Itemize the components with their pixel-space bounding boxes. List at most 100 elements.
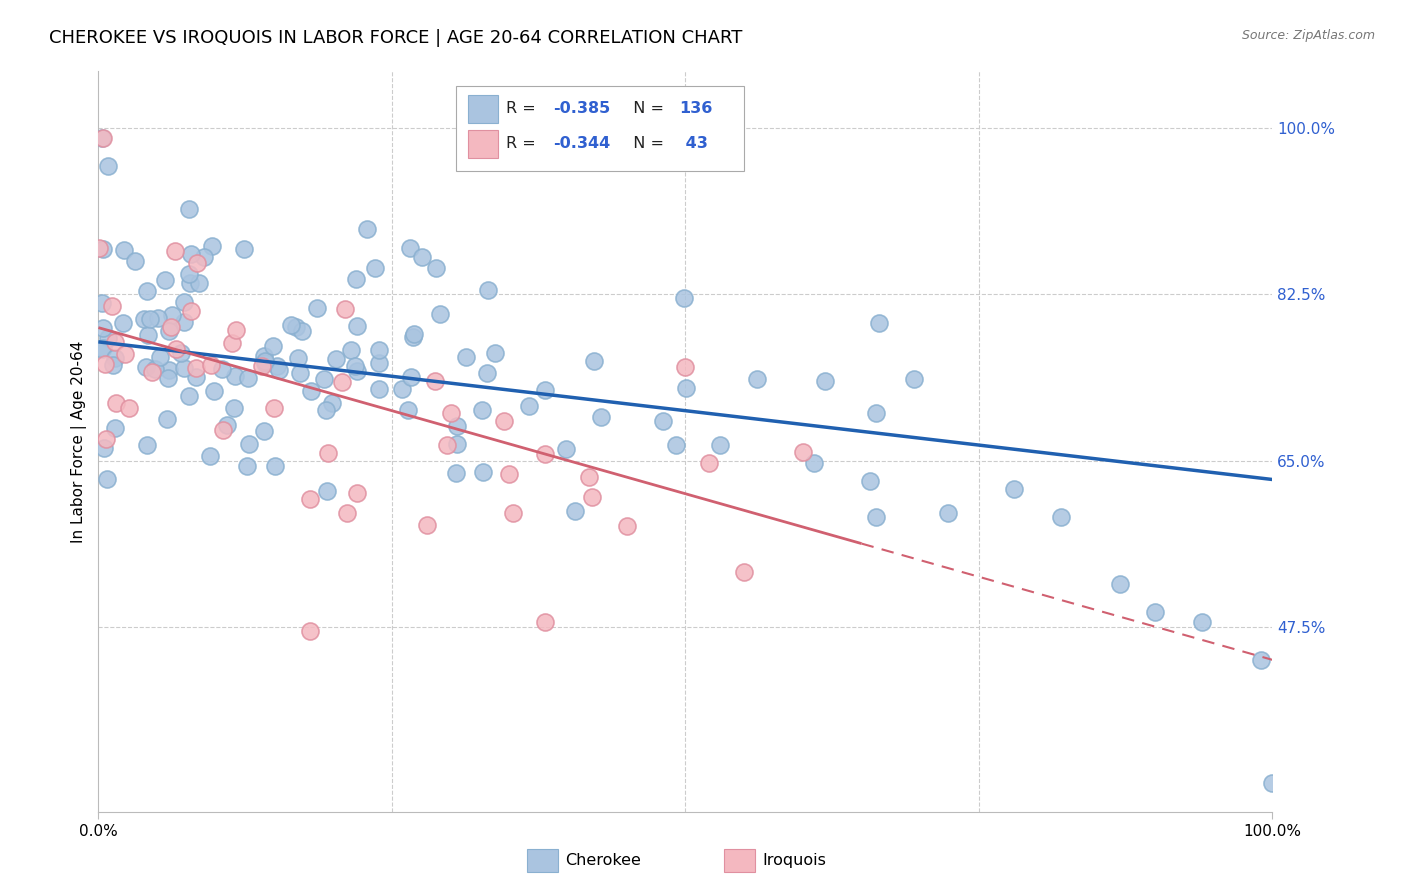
Text: Iroquois: Iroquois bbox=[762, 854, 825, 868]
Point bbox=[399, 242, 422, 256]
Point bbox=[367, 356, 389, 370]
Point bbox=[444, 466, 467, 480]
Text: 136: 136 bbox=[679, 101, 713, 116]
Point bbox=[233, 243, 256, 257]
Point bbox=[709, 438, 731, 452]
Point bbox=[93, 441, 115, 455]
Point bbox=[91, 341, 114, 355]
Point bbox=[103, 420, 125, 434]
Point bbox=[439, 406, 461, 420]
Point bbox=[136, 438, 159, 452]
Point bbox=[132, 311, 155, 326]
Point bbox=[1144, 606, 1167, 620]
Point bbox=[180, 304, 202, 318]
Point bbox=[330, 375, 353, 389]
Point bbox=[157, 324, 180, 338]
Point bbox=[299, 384, 322, 398]
Text: R =: R = bbox=[506, 101, 541, 116]
Point bbox=[425, 374, 447, 388]
Point bbox=[517, 399, 540, 413]
Point bbox=[1261, 776, 1284, 790]
Point bbox=[416, 518, 439, 533]
Point bbox=[91, 242, 114, 256]
Point bbox=[114, 347, 136, 361]
Point bbox=[555, 442, 578, 456]
Point bbox=[315, 402, 337, 417]
Point bbox=[298, 492, 321, 507]
Text: 43: 43 bbox=[679, 136, 707, 152]
Text: R =: R = bbox=[506, 136, 541, 152]
Point bbox=[173, 360, 195, 375]
Point bbox=[333, 302, 356, 317]
Point bbox=[411, 250, 433, 264]
Point bbox=[733, 565, 755, 579]
Point bbox=[502, 506, 524, 520]
Point bbox=[101, 359, 124, 373]
Point bbox=[201, 239, 224, 253]
Point bbox=[143, 362, 166, 376]
Point bbox=[179, 267, 201, 281]
Point bbox=[153, 273, 176, 287]
Point bbox=[91, 296, 114, 310]
Point bbox=[104, 351, 127, 365]
Point bbox=[298, 624, 321, 639]
Point bbox=[291, 324, 314, 338]
Point bbox=[224, 368, 246, 383]
Point bbox=[1050, 510, 1073, 524]
Point bbox=[344, 359, 367, 373]
Point bbox=[224, 401, 246, 415]
Point bbox=[903, 372, 925, 386]
Point bbox=[94, 432, 117, 446]
Point bbox=[446, 418, 468, 433]
Point bbox=[118, 401, 141, 416]
Point bbox=[340, 343, 363, 358]
Point bbox=[165, 342, 187, 356]
Point bbox=[157, 363, 180, 377]
Point bbox=[263, 401, 285, 416]
Point bbox=[402, 326, 425, 341]
Point bbox=[868, 316, 890, 330]
Point bbox=[238, 371, 260, 385]
Point bbox=[814, 374, 837, 388]
Point bbox=[238, 437, 260, 451]
Point bbox=[792, 445, 814, 459]
Bar bbox=[468, 130, 498, 158]
Point bbox=[391, 382, 413, 396]
Point bbox=[105, 396, 128, 410]
Point bbox=[221, 336, 243, 351]
Point bbox=[264, 459, 287, 474]
Point bbox=[135, 359, 157, 374]
Point bbox=[865, 510, 887, 524]
Point bbox=[1250, 653, 1272, 667]
Point bbox=[429, 307, 451, 321]
Point bbox=[290, 366, 312, 380]
Point bbox=[336, 506, 359, 520]
Point bbox=[498, 467, 520, 482]
Point bbox=[533, 615, 555, 629]
Point bbox=[859, 474, 882, 488]
Text: -0.385: -0.385 bbox=[553, 101, 610, 116]
Point bbox=[180, 246, 202, 260]
Point bbox=[1191, 615, 1213, 629]
Point bbox=[91, 130, 114, 145]
Point bbox=[1108, 577, 1130, 591]
Point bbox=[155, 411, 177, 425]
Point bbox=[149, 351, 172, 365]
Point bbox=[179, 276, 201, 290]
Point bbox=[96, 472, 118, 486]
Point bbox=[581, 491, 603, 505]
Point bbox=[91, 321, 114, 335]
Point bbox=[534, 384, 557, 398]
Point bbox=[364, 260, 387, 275]
Point bbox=[368, 343, 391, 357]
Point bbox=[315, 484, 337, 499]
Point bbox=[202, 384, 225, 399]
Point bbox=[186, 360, 208, 375]
Point bbox=[664, 438, 686, 452]
Point bbox=[138, 312, 160, 326]
Point bbox=[477, 283, 499, 297]
Point bbox=[399, 369, 422, 384]
Point bbox=[803, 456, 825, 470]
Point bbox=[367, 382, 389, 396]
Point bbox=[177, 202, 200, 216]
